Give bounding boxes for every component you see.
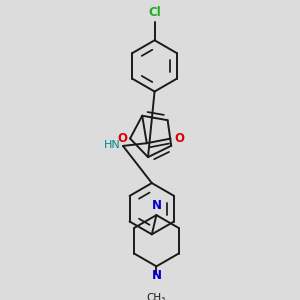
Text: N: N	[152, 269, 161, 282]
Text: Cl: Cl	[148, 6, 161, 19]
Text: O: O	[118, 132, 128, 145]
Text: HN: HN	[103, 140, 120, 150]
Text: N: N	[152, 200, 161, 212]
Text: O: O	[175, 132, 185, 145]
Text: CH₃: CH₃	[147, 293, 166, 300]
